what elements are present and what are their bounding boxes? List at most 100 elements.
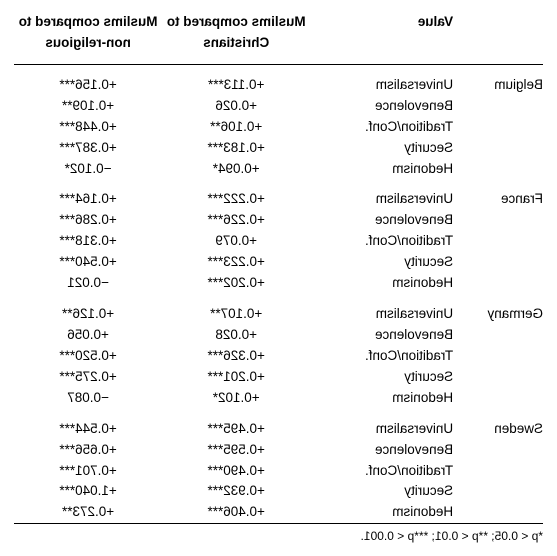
c1-cell: +0.202*** bbox=[162, 273, 310, 294]
table-row: Tradition/Conf.+0.490***+0.701*** bbox=[14, 461, 543, 482]
c1-cell: +0.326*** bbox=[162, 346, 310, 367]
c1-cell: +0.183*** bbox=[162, 138, 310, 159]
table-row: BelgiumUniversalism+0.113***+0.156*** bbox=[14, 64, 543, 95]
value-cell: Universalism bbox=[310, 294, 453, 325]
country-cell bbox=[453, 440, 543, 461]
table-row: Security+0.201***+0.275*** bbox=[14, 367, 543, 388]
c2-cell: −0.102* bbox=[14, 159, 162, 180]
c1-cell: +0.094* bbox=[162, 159, 310, 180]
country-cell bbox=[453, 138, 543, 159]
value-cell: Benevolence bbox=[310, 96, 453, 117]
header-blank bbox=[453, 12, 543, 64]
value-cell: Universalism bbox=[310, 409, 453, 440]
footnote: *p < 0.05; **p < 0.01; ***p < 0.001. bbox=[14, 524, 543, 543]
table-row: Security+0.223***+0.540*** bbox=[14, 252, 543, 273]
value-cell: Security bbox=[310, 481, 453, 502]
table-row: Benevolence+0.028+0.056 bbox=[14, 325, 543, 346]
table-row: Tradition/Conf.+0.106**+0.448*** bbox=[14, 117, 543, 138]
c2-cell: +0.273** bbox=[14, 502, 162, 523]
table-row: Benevolence+0.226***+0.286*** bbox=[14, 210, 543, 231]
value-cell: Benevolence bbox=[310, 325, 453, 346]
c2-cell: +0.656*** bbox=[14, 440, 162, 461]
table-row: FranceUniversalism+0.222***+0.164*** bbox=[14, 179, 543, 210]
country-cell bbox=[453, 325, 543, 346]
table-row: Tradition/Conf.+0.079+0.318*** bbox=[14, 231, 543, 252]
c2-cell: +0.540*** bbox=[14, 252, 162, 273]
c1-cell: +0.028 bbox=[162, 325, 310, 346]
header-row: Value Muslims compared to Christians Mus… bbox=[14, 12, 543, 64]
c1-cell: +0.102* bbox=[162, 388, 310, 409]
value-cell: Security bbox=[310, 367, 453, 388]
country-cell bbox=[453, 502, 543, 523]
country-cell bbox=[453, 481, 543, 502]
table-row: Security+0.932***+1.040*** bbox=[14, 481, 543, 502]
value-cell: Benevolence bbox=[310, 440, 453, 461]
values-table: Value Muslims compared to Christians Mus… bbox=[14, 12, 543, 524]
country-cell bbox=[453, 346, 543, 367]
country-cell bbox=[453, 231, 543, 252]
c1-cell: +0.495*** bbox=[162, 409, 310, 440]
c2-cell: +0.275*** bbox=[14, 367, 162, 388]
table-row: Security+0.183***+0.387*** bbox=[14, 138, 543, 159]
c1-cell: +0.406*** bbox=[162, 502, 310, 523]
country-cell bbox=[453, 367, 543, 388]
table-row: SwedenUniversalism+0.495***+0.544*** bbox=[14, 409, 543, 440]
country-cell bbox=[453, 117, 543, 138]
country-cell bbox=[453, 159, 543, 180]
c2-cell: +0.318*** bbox=[14, 231, 162, 252]
c2-cell: +0.544*** bbox=[14, 409, 162, 440]
country-cell: Germany bbox=[453, 294, 543, 325]
c2-cell: +0.126** bbox=[14, 294, 162, 325]
c2-cell: +0.387*** bbox=[14, 138, 162, 159]
value-cell: Tradition/Conf. bbox=[310, 346, 453, 367]
value-cell: Universalism bbox=[310, 179, 453, 210]
c1-cell: +0.490*** bbox=[162, 461, 310, 482]
value-cell: Tradition/Conf. bbox=[310, 117, 453, 138]
country-cell bbox=[453, 388, 543, 409]
value-cell: Security bbox=[310, 138, 453, 159]
c1-cell: +0.106** bbox=[162, 117, 310, 138]
table-row: Tradition/Conf.+0.326***+0.520*** bbox=[14, 346, 543, 367]
table-row: Benevolence+0.026+0.109** bbox=[14, 96, 543, 117]
value-cell: Benevolence bbox=[310, 210, 453, 231]
c2-cell: +0.448*** bbox=[14, 117, 162, 138]
table-row: GermanyUniversalism+0.107**+0.126** bbox=[14, 294, 543, 325]
c2-cell: +0.156*** bbox=[14, 64, 162, 95]
c2-cell: +0.520*** bbox=[14, 346, 162, 367]
c1-cell: +0.223*** bbox=[162, 252, 310, 273]
c2-cell: +0.286*** bbox=[14, 210, 162, 231]
country-cell bbox=[453, 273, 543, 294]
c2-cell: +0.701*** bbox=[14, 461, 162, 482]
c1-cell: +0.113*** bbox=[162, 64, 310, 95]
header-value: Value bbox=[310, 12, 453, 64]
c2-cell: +0.109** bbox=[14, 96, 162, 117]
c2-cell: +0.164*** bbox=[14, 179, 162, 210]
country-cell: Belgium bbox=[453, 64, 543, 95]
value-cell: Hedonism bbox=[310, 502, 453, 523]
table-row: Hedonism+0.406***+0.273** bbox=[14, 502, 543, 523]
value-cell: Tradition/Conf. bbox=[310, 461, 453, 482]
c1-cell: +0.201*** bbox=[162, 367, 310, 388]
c1-cell: +0.026 bbox=[162, 96, 310, 117]
c2-cell: +1.040*** bbox=[14, 481, 162, 502]
country-cell bbox=[453, 461, 543, 482]
country-cell: France bbox=[453, 179, 543, 210]
country-cell bbox=[453, 252, 543, 273]
c1-cell: +0.595*** bbox=[162, 440, 310, 461]
value-cell: Hedonism bbox=[310, 159, 453, 180]
header-col2: Muslims compared to non-religious bbox=[14, 12, 162, 64]
country-cell: Sweden bbox=[453, 409, 543, 440]
value-cell: Hedonism bbox=[310, 388, 453, 409]
c2-cell: −0.087 bbox=[14, 388, 162, 409]
table-row: Hedonism+0.202***−0.021 bbox=[14, 273, 543, 294]
c1-cell: +0.079 bbox=[162, 231, 310, 252]
value-cell: Tradition/Conf. bbox=[310, 231, 453, 252]
country-cell bbox=[453, 210, 543, 231]
c1-cell: +0.226*** bbox=[162, 210, 310, 231]
country-cell bbox=[453, 96, 543, 117]
c1-cell: +0.107** bbox=[162, 294, 310, 325]
value-cell: Security bbox=[310, 252, 453, 273]
c2-cell: +0.056 bbox=[14, 325, 162, 346]
c1-cell: +0.932*** bbox=[162, 481, 310, 502]
c2-cell: −0.021 bbox=[14, 273, 162, 294]
